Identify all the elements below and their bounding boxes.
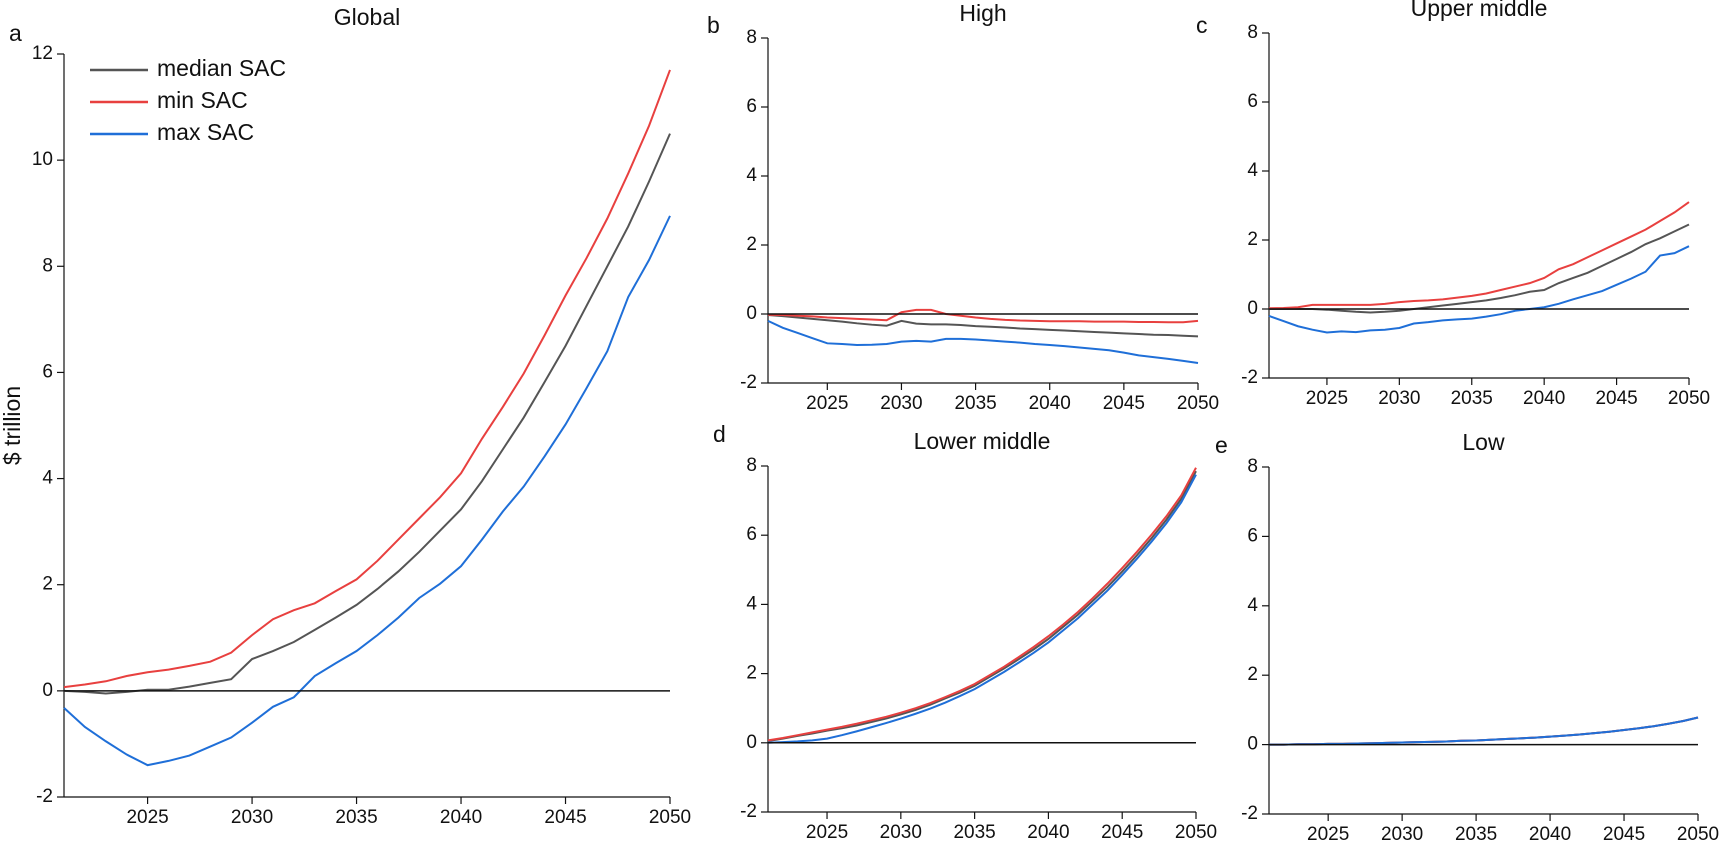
- y-tick-label: 6: [746, 524, 757, 545]
- series-line: [767, 319, 1199, 364]
- y-tick-label: 8: [746, 27, 757, 48]
- y-tick-label: 0: [1247, 734, 1258, 755]
- x-tick-label: 2050: [1668, 388, 1710, 409]
- y-tick-label: 4: [1247, 160, 1258, 181]
- y-tick-label: 8: [746, 455, 757, 476]
- x-tick-label: 2030: [231, 807, 273, 828]
- y-tick-label: 0: [1247, 298, 1258, 319]
- y-tick-label: 8: [1247, 22, 1258, 43]
- x-tick-label: 2035: [335, 807, 377, 828]
- x-tick-label: 2045: [1103, 393, 1145, 414]
- series-line: [767, 467, 1197, 742]
- panel-label: a: [9, 20, 22, 46]
- panel-title: Upper middle: [1411, 0, 1548, 21]
- panel-label: b: [707, 12, 720, 38]
- y-axis-label: $ trillion: [0, 386, 25, 465]
- x-tick-label: 2035: [954, 393, 996, 414]
- x-tick-label: 2025: [806, 393, 848, 414]
- y-tick-label: 6: [1247, 525, 1258, 546]
- x-tick-label: 2035: [1451, 388, 1493, 409]
- series-line: [767, 470, 1197, 743]
- x-tick-label: 2040: [1027, 822, 1069, 841]
- panel-title: Global: [334, 4, 400, 30]
- legend-label: min SAC: [157, 87, 248, 113]
- y-tick-label: 6: [42, 361, 53, 382]
- y-tick-label: 4: [1247, 595, 1258, 616]
- legend-label: median SAC: [157, 55, 286, 81]
- x-tick-label: 2050: [649, 807, 691, 828]
- series-line: [1269, 223, 1690, 314]
- panel-title: Lower middle: [914, 428, 1051, 454]
- x-tick-label: 2045: [544, 807, 586, 828]
- panel-label: c: [1196, 12, 1208, 38]
- y-tick-label: -2: [740, 372, 757, 393]
- panel-title: High: [959, 0, 1006, 26]
- x-tick-label: 2045: [1595, 388, 1637, 409]
- y-tick-label: -2: [740, 801, 757, 822]
- y-tick-label: -2: [1241, 367, 1258, 388]
- y-tick-label: 2: [1247, 229, 1258, 250]
- panel-title: Low: [1462, 429, 1505, 455]
- y-tick-label: 2: [746, 663, 757, 684]
- x-tick-label: 2025: [1306, 388, 1348, 409]
- y-tick-label: 2: [42, 574, 53, 595]
- x-tick-label: 2030: [880, 393, 922, 414]
- x-tick-label: 2025: [1307, 824, 1349, 841]
- y-tick-label: 12: [32, 43, 53, 64]
- y-tick-label: 0: [746, 732, 757, 753]
- series-line: [63, 215, 671, 767]
- x-tick-label: 2040: [1529, 824, 1571, 841]
- y-tick-label: 4: [746, 165, 757, 186]
- y-tick-label: -2: [1241, 803, 1258, 824]
- series-line: [767, 474, 1197, 744]
- series-line: [767, 308, 1199, 324]
- x-tick-label: 2040: [1523, 388, 1565, 409]
- series-line: [1268, 201, 1690, 310]
- x-tick-label: 2045: [1101, 822, 1143, 841]
- y-tick-label: 10: [32, 149, 53, 170]
- series-line: [767, 314, 1199, 338]
- x-tick-label: 2050: [1175, 822, 1217, 841]
- y-tick-label: 6: [1247, 91, 1258, 112]
- y-tick-label: 8: [1247, 456, 1258, 477]
- series-line: [63, 133, 671, 695]
- x-tick-label: 2035: [953, 822, 995, 841]
- x-tick-label: 2050: [1177, 393, 1219, 414]
- series-line: [1268, 245, 1690, 334]
- x-tick-label: 2040: [1029, 393, 1071, 414]
- y-tick-label: 2: [746, 234, 757, 255]
- y-tick-label: 2: [1247, 664, 1258, 685]
- x-tick-label: 2030: [1381, 824, 1423, 841]
- y-tick-label: 8: [42, 255, 53, 276]
- x-tick-label: 2035: [1455, 824, 1497, 841]
- y-tick-label: -2: [36, 786, 53, 807]
- y-tick-label: 0: [746, 303, 757, 324]
- x-tick-label: 2030: [1378, 388, 1420, 409]
- y-tick-label: 0: [42, 680, 53, 701]
- panel-label: e: [1215, 432, 1228, 458]
- y-tick-label: 6: [746, 96, 757, 117]
- series-line: [63, 69, 671, 689]
- y-tick-label: 4: [42, 468, 53, 489]
- series-line: [1269, 716, 1699, 746]
- x-tick-label: 2025: [806, 822, 848, 841]
- x-tick-label: 2025: [126, 807, 168, 828]
- x-tick-label: 2040: [440, 807, 482, 828]
- legend-label: max SAC: [157, 119, 254, 145]
- x-tick-label: 2030: [880, 822, 922, 841]
- y-tick-label: 4: [746, 593, 757, 614]
- x-tick-label: 2050: [1677, 824, 1719, 841]
- panel-label: d: [713, 421, 726, 447]
- x-tick-label: 2045: [1603, 824, 1645, 841]
